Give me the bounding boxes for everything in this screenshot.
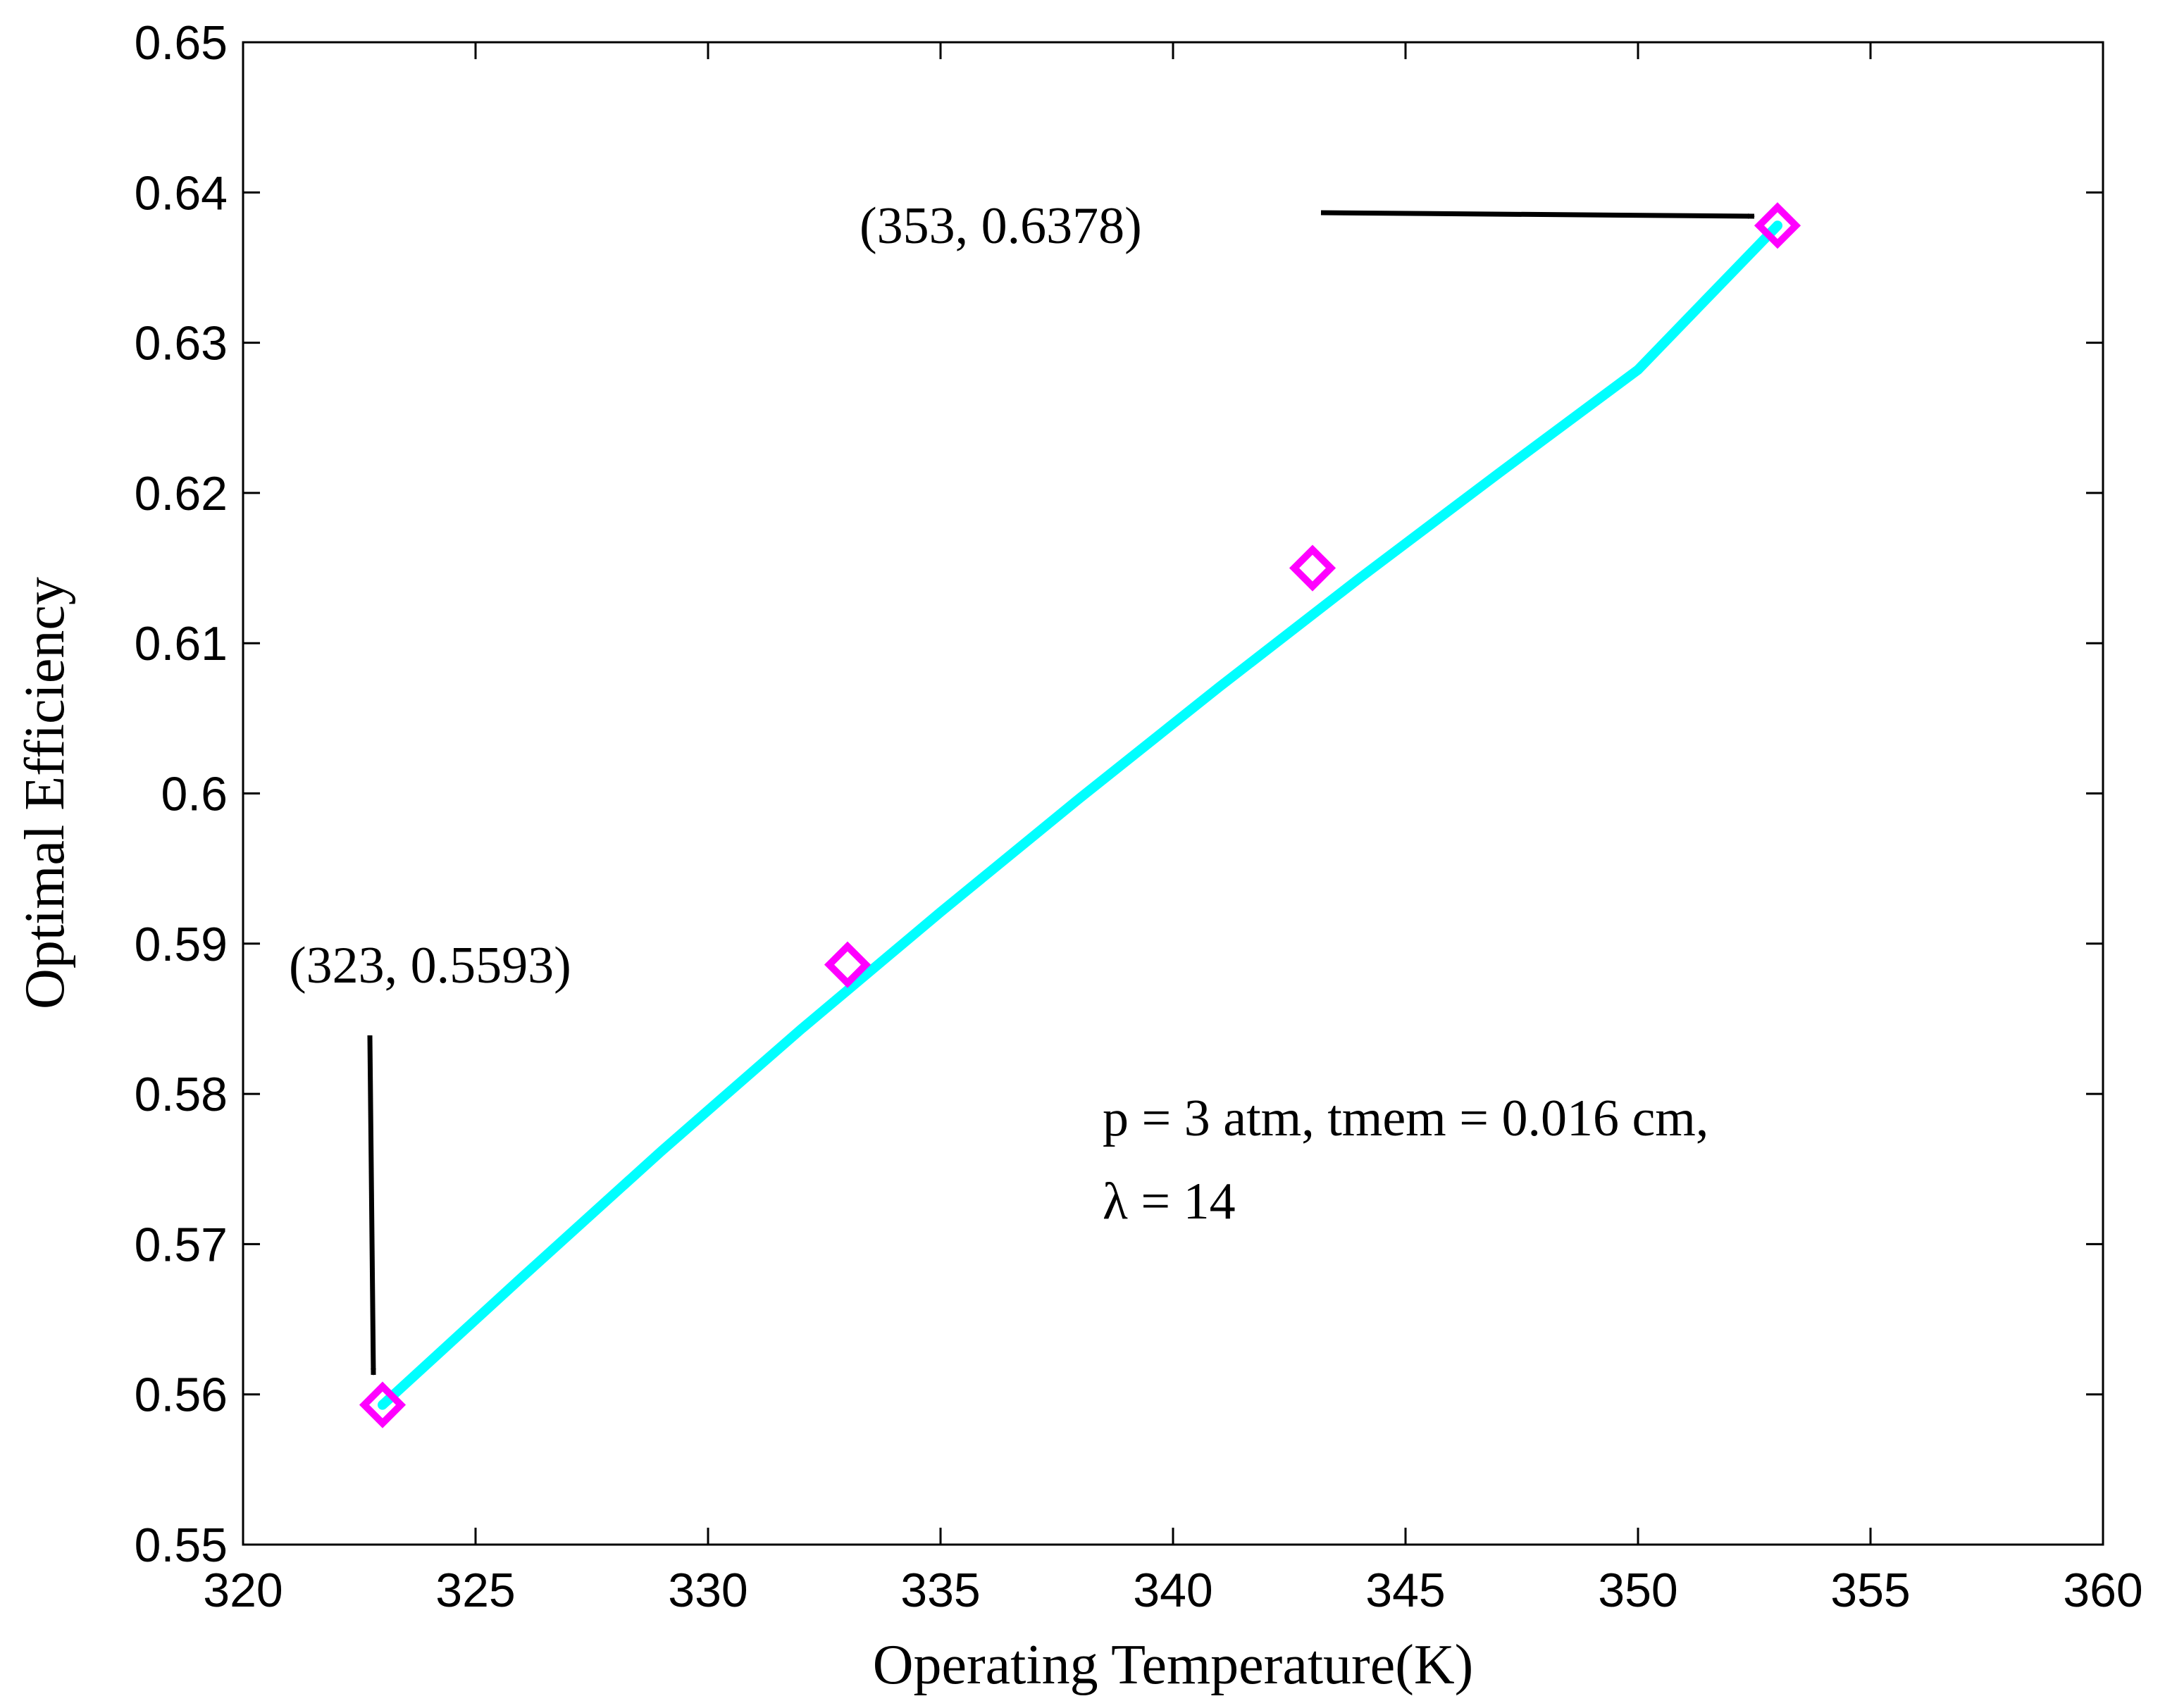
data-point-marker <box>1754 202 1801 249</box>
axis-ticks: 320 325 330 335 340 345 350 355 360 0.55 0.56 0.57 0… <box>135 16 2143 1617</box>
x-tick-label: 330 <box>668 1564 747 1617</box>
x-tick-label: 355 <box>1830 1564 1910 1617</box>
x-tick-label: 360 <box>2063 1564 2142 1617</box>
series-line-efficiency <box>378 220 1782 1410</box>
x-tick-label: 335 <box>900 1564 980 1617</box>
y-tick-label: 0.58 <box>135 1068 228 1121</box>
data-point-marker <box>1289 544 1336 592</box>
y-tick-label: 0.56 <box>135 1369 228 1422</box>
y-tick-label: 0.55 <box>135 1519 228 1572</box>
annotation-low-label: (323, 0.5593) <box>289 937 571 995</box>
y-tick-label: 0.63 <box>135 317 228 370</box>
x-tick-label: 350 <box>1598 1564 1677 1617</box>
x-tick-label: 325 <box>435 1564 515 1617</box>
y-tick-label: 0.6 <box>161 768 228 821</box>
y-tick-label: 0.65 <box>135 16 228 70</box>
arrow-low <box>367 1035 376 1376</box>
data-point-marker <box>824 941 871 988</box>
x-tick-label: 340 <box>1133 1564 1212 1617</box>
arrow-high <box>1320 210 1755 219</box>
data-point-marker <box>359 1381 407 1428</box>
marker-layer <box>359 202 1801 1428</box>
y-tick-label: 0.59 <box>135 918 228 971</box>
x-tick-label: 320 <box>203 1564 283 1617</box>
x-axis-title: Operating Temperature(K) <box>873 1634 1474 1696</box>
x-tick-label: 345 <box>1365 1564 1445 1617</box>
y-tick-label: 0.57 <box>135 1218 228 1271</box>
plot-area <box>242 41 2104 1546</box>
y-tick-label: 0.61 <box>135 617 228 671</box>
y-tick-label: 0.62 <box>135 467 228 520</box>
y-tick-label: 0.64 <box>135 166 228 220</box>
annotation-high-label: (353, 0.6378) <box>860 197 1142 255</box>
params-label-line1: p = 3 atm, tmem = 0.016 cm, <box>1103 1090 1708 1147</box>
series-layer <box>378 220 1782 1410</box>
params-label-line2: λ = 14 <box>1103 1173 1236 1230</box>
y-axis-title: Optimal Efficiency <box>14 577 76 1009</box>
